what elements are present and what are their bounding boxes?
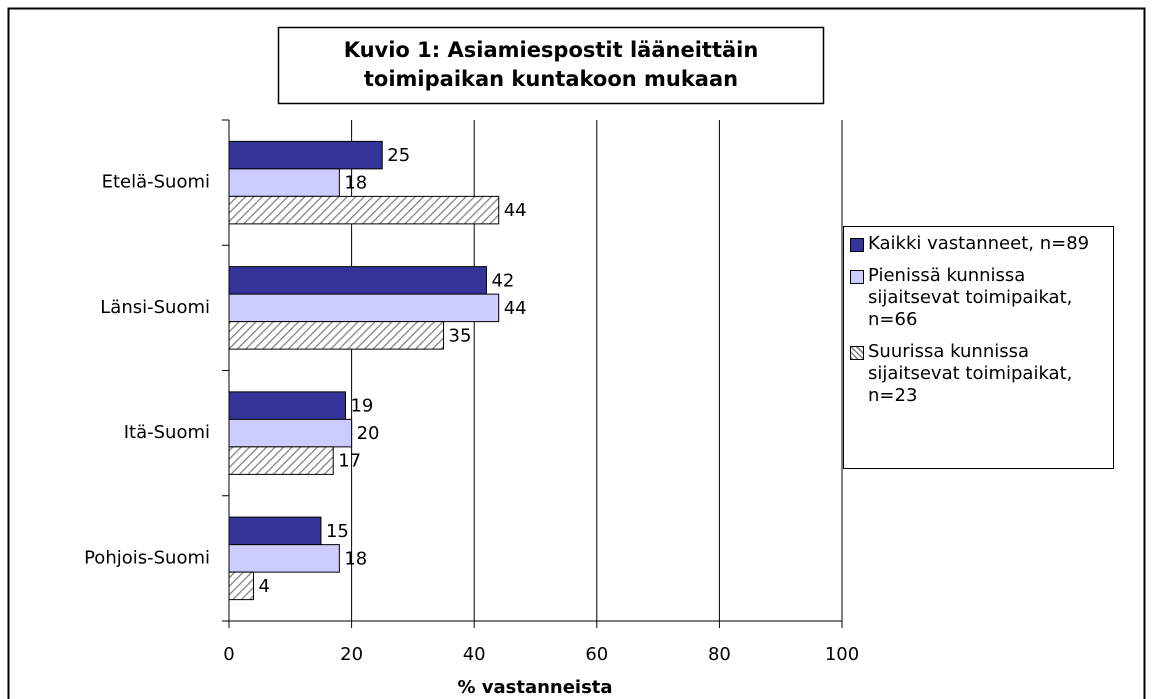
data-label: 18 — [344, 173, 367, 194]
x-axis-label: % vastanneista — [457, 677, 612, 698]
chart-border — [7, 7, 1146, 699]
bar — [228, 544, 340, 573]
bar — [228, 418, 353, 448]
data-label: 20 — [357, 423, 380, 444]
bar — [228, 195, 500, 225]
chart-title: Kuvio 1: Asiamiespostit lääneittäin — [344, 38, 759, 62]
data-label: 17 — [338, 451, 361, 472]
bar — [228, 321, 445, 350]
bar — [228, 266, 487, 295]
legend-label: Pienissä kunnissa sijaitsevat toimipaika… — [868, 265, 1073, 330]
data-label: 42 — [491, 270, 514, 291]
legend-label: Suurissa kunnissa sijaitsevat toimipaika… — [868, 341, 1073, 406]
title-box — [277, 26, 825, 105]
plot: 0 20 40 60 80 100 Etelä-Suomi 25 18 44 Länsi-Suomi… — [84, 119, 859, 665]
x-tick-label: 80 — [708, 644, 731, 665]
x-tick-label: 20 — [340, 644, 363, 665]
bar — [228, 168, 340, 197]
data-label: 18 — [344, 548, 367, 569]
legend-swatch — [850, 346, 864, 360]
x-tick-label: 60 — [585, 644, 608, 665]
legend-item: Suurissa kunnissa sijaitsevat toimipaika… — [850, 341, 1113, 407]
x-tick-label: 40 — [463, 644, 486, 665]
bar — [228, 140, 383, 170]
data-label: 15 — [326, 521, 349, 542]
y-tick-label: Etelä-Suomi — [102, 172, 210, 193]
legend-swatch — [850, 270, 864, 284]
y-tick-label: Itä-Suomi — [124, 422, 210, 443]
bar — [228, 446, 334, 475]
bar — [228, 516, 322, 546]
data-label: 19 — [350, 396, 373, 417]
data-label: 44 — [504, 298, 527, 319]
data-label: 44 — [504, 200, 527, 221]
bar — [228, 571, 255, 601]
x-tick-label: 0 — [223, 644, 234, 665]
data-label: 35 — [449, 325, 472, 346]
legend-item: Pienissä kunnissa sijaitsevat toimipaika… — [850, 265, 1113, 331]
legend-label: Kaikki vastanneet, n=89 — [868, 233, 1090, 254]
chart-title: toimipaikan kuntakoon mukaan — [364, 67, 738, 91]
y-tick-label: Länsi-Suomi — [100, 297, 210, 318]
legend-swatch — [850, 238, 864, 252]
legend: Kaikki vastanneet, n=89 Pienissä kunnissa… — [843, 226, 1114, 469]
x-tick-label: 100 — [825, 644, 859, 665]
legend-item: Kaikki vastanneet, n=89 — [850, 233, 1113, 255]
data-label: 25 — [387, 145, 410, 166]
bar — [228, 293, 500, 323]
data-label: 4 — [259, 576, 270, 597]
y-tick-label: Pohjois-Suomi — [84, 547, 210, 568]
bar — [228, 391, 346, 420]
